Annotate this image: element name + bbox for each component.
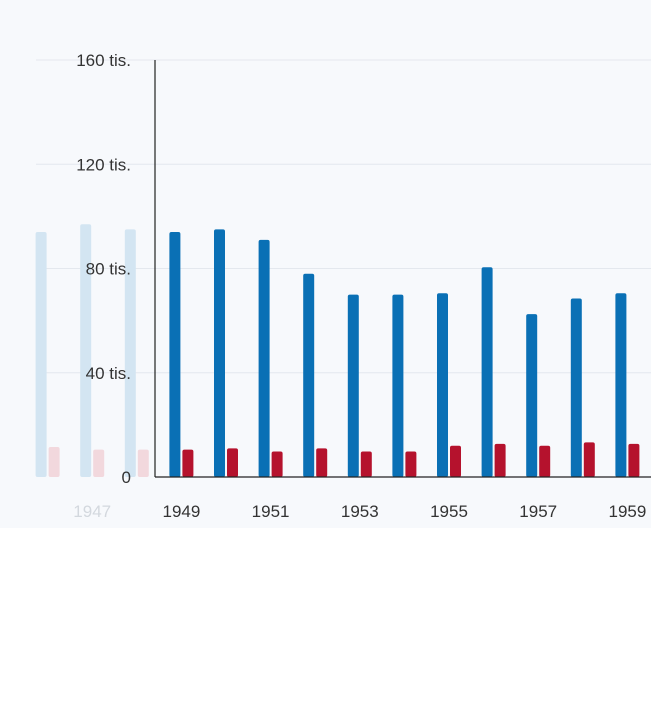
x-tick-label: 1947	[73, 502, 111, 521]
bar-series-1-1946[interactable]	[35, 232, 47, 477]
bar-series-2-1958[interactable]	[583, 442, 595, 477]
bar-series-2-1950[interactable]	[227, 448, 238, 477]
bar-series-2-1947[interactable]	[93, 449, 105, 477]
bar-series-2-1952[interactable]	[316, 448, 328, 477]
x-tick-label: 1953	[341, 502, 379, 521]
bar-series-1-1952[interactable]	[303, 273, 315, 477]
bar-series-1-1954[interactable]	[392, 294, 404, 477]
x-tick-label: 1951	[252, 502, 290, 521]
y-tick-label: 80 tis.	[86, 260, 131, 279]
bars	[35, 224, 640, 477]
bar-series-1-1947[interactable]	[80, 224, 92, 477]
bar-series-1-1956[interactable]	[481, 267, 493, 477]
bar-series-2-1951[interactable]	[271, 451, 283, 477]
bar-series-1-1951[interactable]	[258, 239, 270, 477]
grid-lines	[36, 59, 651, 374]
bar-series-1-1950[interactable]	[214, 229, 225, 477]
bar-series-2-1959[interactable]	[628, 443, 640, 477]
bar-series-1-1959[interactable]	[615, 293, 627, 477]
y-axis: 0 40 tis. 80 tis. 120 tis. 160 tis.	[76, 51, 156, 487]
x-tick-label: 1955	[430, 502, 468, 521]
bar-series-1-1953[interactable]	[347, 294, 359, 477]
bar-series-1-1958[interactable]	[570, 298, 582, 477]
bar-series-1-1957[interactable]	[526, 314, 538, 477]
bar-series-2-1957[interactable]	[539, 445, 551, 477]
x-tick-label: 1949	[162, 502, 200, 521]
bar-series-2-1955[interactable]	[450, 445, 461, 477]
y-tick-label: 160 tis.	[76, 51, 131, 70]
bar-series-2-1954[interactable]	[405, 451, 417, 477]
bar-series-1-1955[interactable]	[437, 293, 448, 477]
y-tick-label: 40 tis.	[86, 364, 131, 383]
y-tick-label: 120 tis.	[76, 155, 131, 174]
x-axis: 1947 1949 1951 1953 1955 1957 1959	[73, 476, 651, 521]
bar-series-1-1948[interactable]	[124, 229, 136, 477]
x-tick-label: 1959	[608, 502, 646, 521]
bar-series-1-1949[interactable]	[169, 232, 181, 477]
bar-series-2-1948[interactable]	[137, 449, 149, 477]
bar-series-2-1946[interactable]	[48, 447, 60, 477]
bar-series-2-1949[interactable]	[182, 449, 194, 477]
chart-panel	[0, 0, 651, 528]
x-tick-label: 1957	[519, 502, 557, 521]
bar-series-2-1956[interactable]	[494, 443, 506, 477]
y-tick-label: 0	[122, 468, 131, 487]
bar-series-2-1953[interactable]	[360, 451, 372, 477]
